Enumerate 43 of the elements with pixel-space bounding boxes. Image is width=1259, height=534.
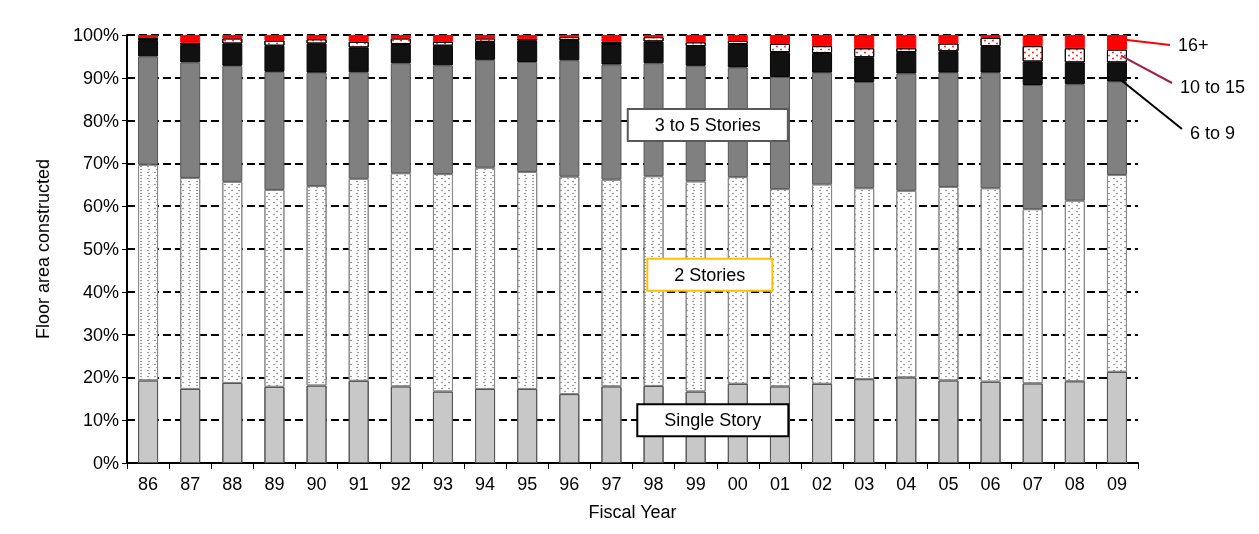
x-tick-label: 96 [559,474,580,494]
x-tick-label: 08 [1064,474,1085,494]
y-tick-label: 100% [72,25,119,45]
x-tick-label: 89 [264,474,285,494]
y-tick-label: 20% [82,367,119,388]
x-tick-label: 00 [727,474,748,494]
x-axis-title: Fiscal Year [588,502,677,522]
x-tick-label: 91 [348,474,369,494]
y-tick-label: 70% [82,153,119,174]
x-tick-label: 01 [769,474,790,494]
y-tick-label: 90% [82,67,119,88]
y-axis-title: Floor area constructed [33,158,53,340]
series-label: Single Story [664,410,762,431]
legend-label: 16+ [1178,35,1209,55]
y-tick-label: 0% [92,453,119,473]
x-tick-label: 93 [432,474,453,494]
x-tick-label: 94 [475,474,496,494]
x-tick-label: 90 [306,474,327,494]
x-tick-label: 95 [517,474,538,494]
x-tick-label: 04 [896,474,917,494]
y-tick-label: 50% [82,239,119,259]
x-tick-label: 03 [854,474,875,494]
x-tick-label: 07 [1022,474,1043,494]
x-tick-label: 05 [938,474,959,494]
text: 6 to 9 [1190,123,1236,143]
x-tick-label: 02 [812,474,833,494]
y-tick-label: 60% [82,196,119,217]
x-tick-label: 88 [222,474,243,494]
y-tick-label: 80% [82,110,119,131]
series-label: 3 to 5 Stories [654,114,761,135]
y-tick-label: 10% [82,410,119,431]
x-tick-label: 92 [390,474,411,494]
x-tick-label: 87 [180,474,201,494]
x-tick-label: 98 [643,474,664,494]
x-tick-label: 97 [601,474,622,494]
x-tick-label: 09 [1106,474,1127,494]
series-label: 2 Stories [674,264,746,285]
x-tick-label: 86 [138,474,159,494]
x-tick-label: 06 [980,474,1001,494]
text: 10 to 15 [1180,77,1246,97]
x-tick-label: 99 [685,474,706,494]
y-tick-label: 40% [82,281,119,302]
y-tick-label: 30% [82,324,119,345]
